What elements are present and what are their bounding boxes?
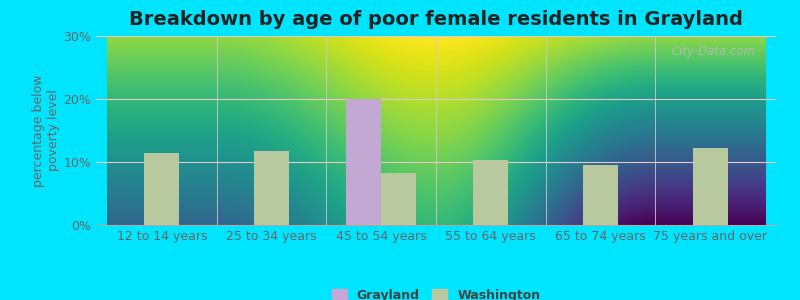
Bar: [693, 148, 728, 225]
Bar: [583, 165, 618, 225]
Bar: [381, 173, 416, 225]
Title: Breakdown by age of poor female residents in Grayland: Breakdown by age of poor female resident…: [129, 10, 743, 29]
Bar: [254, 151, 289, 225]
Bar: [144, 152, 179, 225]
Bar: [474, 160, 508, 225]
Bar: [346, 99, 381, 225]
Y-axis label: percentage below
poverty level: percentage below poverty level: [33, 74, 61, 187]
Legend: Grayland, Washington: Grayland, Washington: [326, 284, 546, 300]
Text: City-Data.com: City-Data.com: [671, 45, 755, 58]
